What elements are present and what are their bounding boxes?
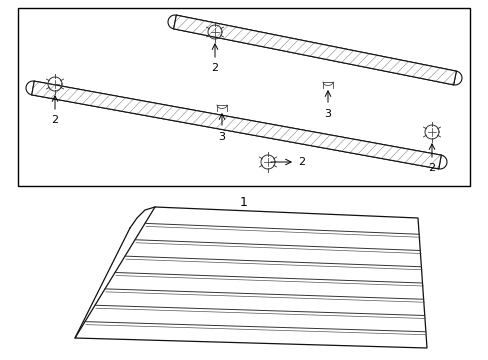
Text: 2: 2 <box>51 115 59 125</box>
Text: 2: 2 <box>427 163 435 173</box>
Bar <box>18 8 469 186</box>
Text: 3: 3 <box>324 109 331 119</box>
Polygon shape <box>173 15 455 85</box>
Text: 1: 1 <box>240 196 247 209</box>
Text: 3: 3 <box>218 132 225 142</box>
Text: 2: 2 <box>297 157 305 167</box>
Polygon shape <box>32 81 440 169</box>
Text: 2: 2 <box>211 63 218 73</box>
